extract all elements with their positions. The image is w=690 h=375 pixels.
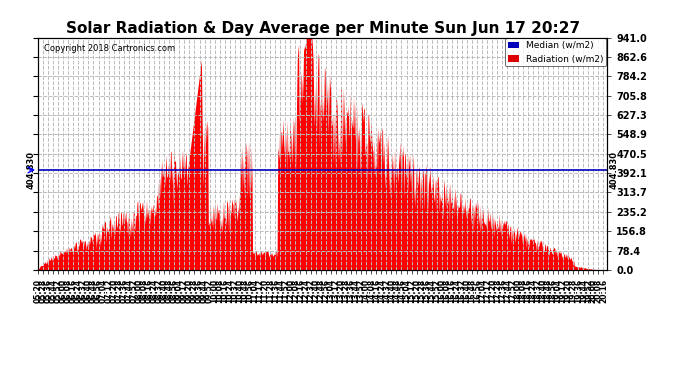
- Text: 404.830: 404.830: [610, 151, 619, 189]
- Legend: Median (w/m2), Radiation (w/m2): Median (w/m2), Radiation (w/m2): [505, 38, 607, 66]
- Text: 404.830: 404.830: [26, 151, 35, 189]
- Title: Solar Radiation & Day Average per Minute Sun Jun 17 20:27: Solar Radiation & Day Average per Minute…: [66, 21, 580, 36]
- Text: Copyright 2018 Cartronics.com: Copyright 2018 Cartronics.com: [43, 45, 175, 54]
